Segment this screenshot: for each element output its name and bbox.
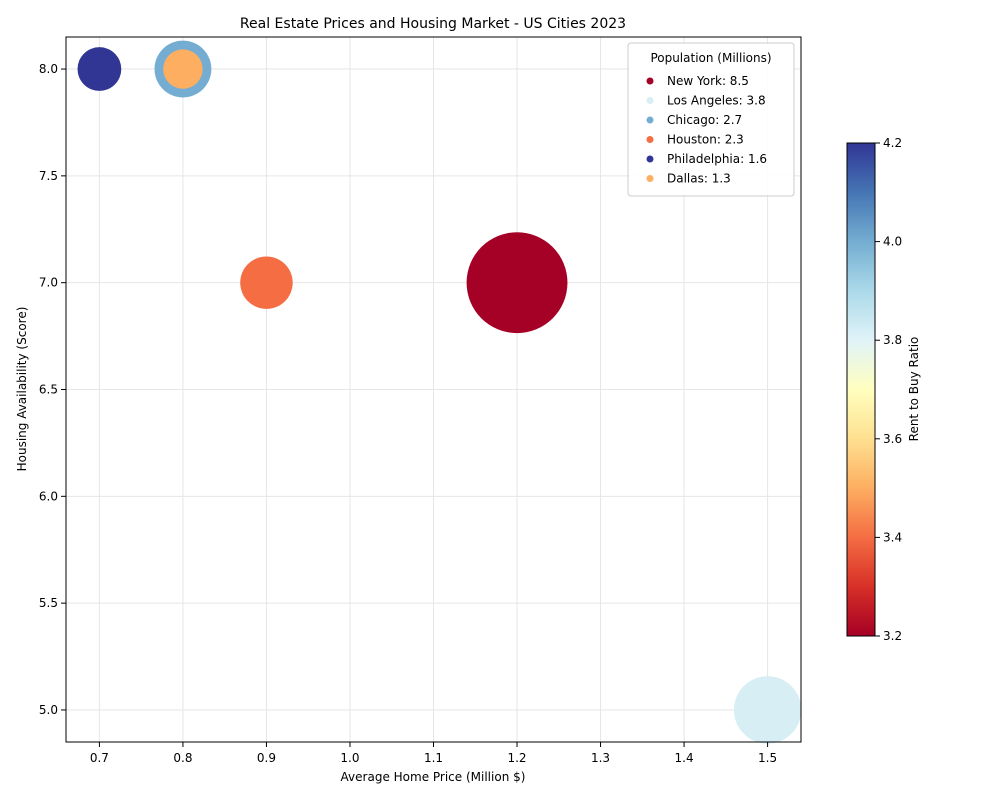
x-tick-label: 1.0 [340, 751, 359, 765]
legend-marker [646, 77, 654, 85]
colorbar: 3.2 3.4 3.6 3.8 4.0 4.2 Rent to Buy Ratio [846, 136, 921, 643]
x-ticks: 0.7 0.8 0.9 1.0 1.1 1.2 1.3 1.4 1.5 [90, 742, 777, 765]
colorbar-tick-label: 3.2 [883, 629, 902, 643]
grid [66, 37, 801, 742]
colorbar-tick-label: 3.8 [883, 333, 902, 347]
colorbar-ticks: 3.2 3.4 3.6 3.8 4.0 4.2 [875, 136, 902, 643]
x-axis-label: Average Home Price (Million $) [341, 770, 526, 784]
colorbar-label: Rent to Buy Ratio [907, 337, 921, 442]
legend-marker [646, 155, 654, 163]
legend: Population (Millions) New York: 8.5 Los A… [627, 42, 795, 197]
legend-label: New York: 8.5 [667, 74, 749, 88]
legend-label: Philadelphia: 1.6 [667, 152, 767, 166]
y-axis-label: Housing Availability (Score) [15, 307, 29, 472]
colorbar-gradient [846, 142, 876, 637]
y-tick-label: 6.0 [39, 489, 58, 503]
bubbles [77, 40, 802, 744]
legend-marker [646, 175, 654, 182]
legend-marker [646, 116, 654, 124]
y-tick-label: 7.0 [39, 276, 58, 290]
y-tick-label: 5.5 [39, 596, 58, 610]
legend-entries: New York: 8.5 Los Angeles: 3.8 Chicago: 2.… [646, 74, 767, 186]
colorbar-tick-label: 3.4 [883, 530, 902, 544]
x-tick-label: 1.3 [591, 751, 610, 765]
colorbar-tick-label: 3.6 [883, 432, 902, 446]
x-tick-label: 1.1 [424, 751, 443, 765]
bubble-houston [240, 256, 293, 309]
colorbar-tick-label: 4.0 [883, 235, 902, 249]
colorbar-tick-label: 4.2 [883, 136, 902, 150]
x-tick-label: 1.2 [507, 751, 526, 765]
bubble-new-york [466, 232, 568, 334]
y-ticks: 5.0 5.5 6.0 6.5 7.0 7.5 8.0 [39, 62, 66, 717]
bubble-los-angeles [733, 676, 802, 744]
legend-label: Los Angeles: 3.8 [667, 94, 766, 108]
x-tick-label: 0.7 [90, 751, 109, 765]
legend-frame [627, 42, 795, 197]
y-tick-label: 8.0 [39, 62, 58, 76]
y-tick-label: 7.5 [39, 169, 58, 183]
y-tick-label: 5.0 [39, 703, 58, 717]
y-tick-label: 6.5 [39, 383, 58, 397]
legend-marker [646, 136, 654, 143]
x-tick-label: 0.9 [257, 751, 276, 765]
x-tick-label: 1.4 [675, 751, 694, 765]
legend-title: Population (Millions) [650, 51, 771, 65]
bubble-philadelphia [77, 47, 122, 91]
legend-label: Houston: 2.3 [667, 133, 744, 147]
legend-marker [646, 97, 654, 104]
x-tick-label: 1.5 [758, 751, 777, 765]
x-tick-label: 0.8 [173, 751, 192, 765]
legend-label: Dallas: 1.3 [667, 172, 731, 186]
bubble-dallas [163, 49, 203, 89]
legend-label: Chicago: 2.7 [667, 113, 742, 127]
chart-title: Real Estate Prices and Housing Market - … [240, 16, 626, 32]
